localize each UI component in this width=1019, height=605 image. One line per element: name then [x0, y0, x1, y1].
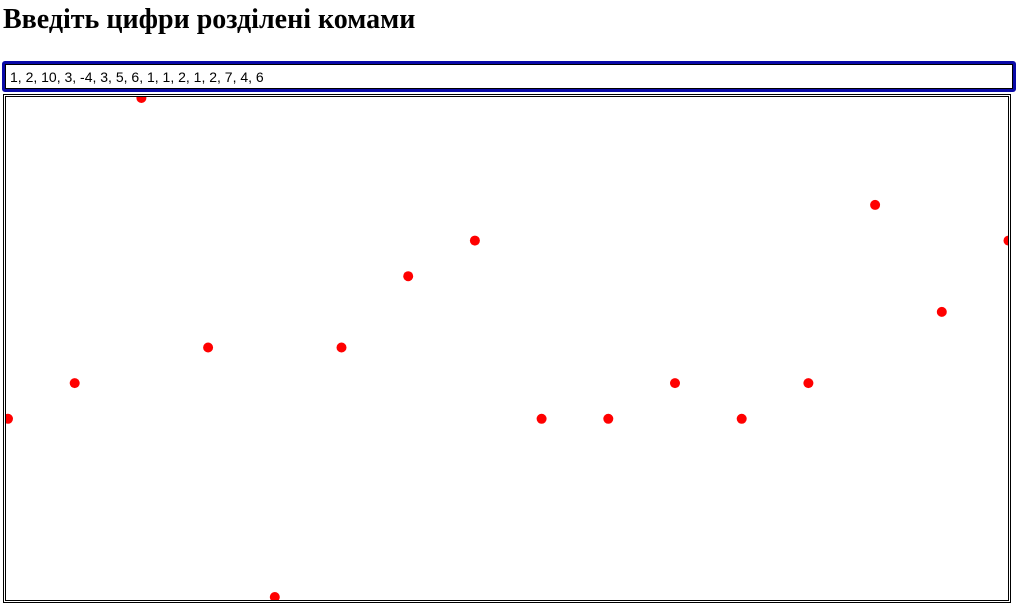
data-point — [69, 378, 80, 389]
numbers-input[interactable] — [2, 61, 1016, 92]
data-point — [136, 97, 147, 103]
data-point — [870, 199, 881, 210]
scatter-plot — [6, 97, 1008, 600]
data-point — [469, 235, 480, 246]
data-point — [203, 342, 214, 353]
data-point — [936, 306, 947, 317]
data-point — [1003, 235, 1008, 246]
data-point — [803, 378, 814, 389]
data-point — [536, 413, 547, 424]
data-point — [336, 342, 347, 353]
data-point — [670, 378, 680, 389]
data-point — [603, 413, 614, 424]
data-point — [6, 413, 13, 424]
page-title: Введіть цифри розділені комами — [3, 4, 416, 35]
data-point — [269, 592, 280, 600]
data-point — [403, 271, 414, 282]
data-point — [736, 413, 747, 424]
plot-frame — [3, 94, 1011, 603]
